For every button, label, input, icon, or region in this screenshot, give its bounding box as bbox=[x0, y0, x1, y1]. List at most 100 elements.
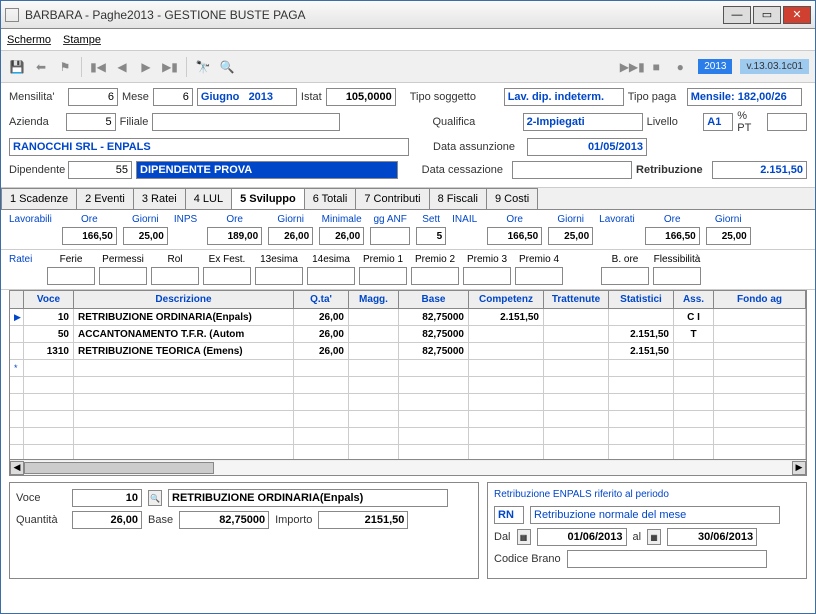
pt-field[interactable] bbox=[767, 113, 807, 131]
table-row[interactable]: 50 ACCANTONAMENTO T.F.R. (Autom 26,00 82… bbox=[10, 326, 806, 343]
search-icon[interactable]: 🔍 bbox=[217, 57, 237, 77]
ratei-4[interactable] bbox=[255, 267, 303, 285]
table-row[interactable] bbox=[10, 445, 806, 459]
table-row[interactable]: * bbox=[10, 360, 806, 377]
gganf[interactable] bbox=[370, 227, 410, 245]
livello-label: Livello bbox=[647, 116, 700, 128]
flag-icon[interactable]: ⚑ bbox=[55, 57, 75, 77]
tab-1[interactable]: 2 Eventi bbox=[76, 188, 134, 209]
quantita-label: Quantità bbox=[16, 514, 66, 526]
mensilita-field[interactable] bbox=[68, 88, 118, 106]
al-field[interactable] bbox=[667, 528, 757, 546]
stop-icon[interactable]: ■ bbox=[646, 57, 666, 77]
record-icon[interactable]: ● bbox=[670, 57, 690, 77]
retribuzione-field bbox=[712, 161, 807, 179]
inps-ore[interactable] bbox=[207, 227, 262, 245]
first-icon[interactable]: ▮◀ bbox=[88, 57, 108, 77]
importo-field[interactable] bbox=[318, 511, 408, 529]
voce-field[interactable] bbox=[72, 489, 142, 507]
mensilita-label: Mensilita' bbox=[9, 91, 64, 103]
menu-stampe[interactable]: Stampe bbox=[63, 34, 101, 46]
mese-text bbox=[197, 88, 297, 106]
window-title: BARBARA - Paghe2013 - GESTIONE BUSTE PAG… bbox=[25, 8, 723, 22]
scroll-right-icon[interactable]: ▶ bbox=[792, 461, 806, 475]
lavorati-title: Lavorati bbox=[599, 214, 635, 225]
tab-7[interactable]: 8 Fiscali bbox=[429, 188, 487, 209]
ratei-3[interactable] bbox=[203, 267, 251, 285]
lvt-ore[interactable] bbox=[645, 227, 700, 245]
dal-field[interactable] bbox=[537, 528, 627, 546]
filiale-label: Filiale bbox=[120, 116, 149, 128]
table-row[interactable] bbox=[10, 428, 806, 445]
enpals-panel: Retribuzione ENPALS riferito al periodo … bbox=[487, 482, 807, 579]
quantita-field[interactable] bbox=[72, 511, 142, 529]
binoculars-icon[interactable]: 🔭 bbox=[193, 57, 213, 77]
codice-brano-label: Codice Brano bbox=[494, 553, 561, 565]
filiale-field[interactable] bbox=[152, 113, 340, 131]
close-button[interactable]: ✕ bbox=[783, 6, 811, 24]
voce-lookup-button[interactable]: 🔍 bbox=[148, 490, 162, 506]
tab-2[interactable]: 3 Ratei bbox=[133, 188, 186, 209]
ratei-5[interactable] bbox=[307, 267, 355, 285]
table-row[interactable]: ▶ 10 RETRIBUZIONE ORDINARIA(Enpals) 26,0… bbox=[10, 309, 806, 326]
ratei-9[interactable] bbox=[515, 267, 563, 285]
save-icon[interactable]: 💾 bbox=[7, 57, 27, 77]
ratei-8[interactable] bbox=[463, 267, 511, 285]
dal-cal-icon[interactable]: ▦ bbox=[517, 529, 531, 545]
rn-code bbox=[494, 506, 524, 524]
table-row[interactable] bbox=[10, 394, 806, 411]
ratei-7[interactable] bbox=[411, 267, 459, 285]
base-field[interactable] bbox=[179, 511, 269, 529]
end-icon[interactable]: ▶▶▮ bbox=[622, 57, 642, 77]
azienda-field[interactable] bbox=[66, 113, 116, 131]
table-row[interactable] bbox=[10, 411, 806, 428]
table-row[interactable] bbox=[10, 377, 806, 394]
tab-6[interactable]: 7 Contributi bbox=[355, 188, 429, 209]
tab-3[interactable]: 4 LUL bbox=[185, 188, 232, 209]
ratei-11[interactable] bbox=[653, 267, 701, 285]
al-cal-icon[interactable]: ▦ bbox=[647, 529, 661, 545]
tab-0[interactable]: 1 Scadenze bbox=[1, 188, 77, 209]
ratei-0[interactable] bbox=[47, 267, 95, 285]
lvt-gg[interactable] bbox=[706, 227, 751, 245]
back-icon[interactable]: ⬅ bbox=[31, 57, 51, 77]
tab-8[interactable]: 9 Costi bbox=[486, 188, 538, 209]
next-icon[interactable]: ▶ bbox=[136, 57, 156, 77]
istat-field[interactable] bbox=[326, 88, 396, 106]
sett[interactable] bbox=[416, 227, 446, 245]
ratei-title: Ratei bbox=[9, 254, 39, 265]
enpals-title: Retribuzione ENPALS riferito al periodo bbox=[494, 489, 800, 500]
inail-ore[interactable] bbox=[487, 227, 542, 245]
minimale[interactable] bbox=[319, 227, 364, 245]
ratei-10[interactable] bbox=[601, 267, 649, 285]
tipo-soggetto-field bbox=[504, 88, 624, 106]
minimize-button[interactable]: — bbox=[723, 6, 751, 24]
ratei-6[interactable] bbox=[359, 267, 407, 285]
ratei-2[interactable] bbox=[151, 267, 199, 285]
inps-gg[interactable] bbox=[268, 227, 313, 245]
codice-brano-field[interactable] bbox=[567, 550, 767, 568]
tab-5[interactable]: 6 Totali bbox=[304, 188, 357, 209]
lav-ore[interactable] bbox=[62, 227, 117, 245]
data-ass-field bbox=[527, 138, 647, 156]
prev-icon[interactable]: ◀ bbox=[112, 57, 132, 77]
grid-header: Voce Descrizione Q.ta' Magg. Base Compet… bbox=[10, 291, 806, 309]
mese-field[interactable] bbox=[153, 88, 193, 106]
ratei-1[interactable] bbox=[99, 267, 147, 285]
maximize-button[interactable]: ▭ bbox=[753, 6, 781, 24]
dipendente-field[interactable] bbox=[68, 161, 132, 179]
retribuzione-label: Retribuzione bbox=[636, 164, 708, 176]
inail-gg[interactable] bbox=[548, 227, 593, 245]
scroll-thumb[interactable] bbox=[24, 462, 214, 474]
lav-gg[interactable] bbox=[123, 227, 168, 245]
horizontal-scrollbar[interactable]: ◀ ▶ bbox=[10, 459, 806, 475]
grid-body[interactable]: ▶ 10 RETRIBUZIONE ORDINARIA(Enpals) 26,0… bbox=[10, 309, 806, 459]
app-window: BARBARA - Paghe2013 - GESTIONE BUSTE PAG… bbox=[0, 0, 816, 614]
tab-4[interactable]: 5 Sviluppo bbox=[231, 188, 305, 209]
ratei-section: Ratei FeriePermessiRolEx Fest.13esima14e… bbox=[1, 250, 815, 290]
menu-schermo[interactable]: Schermo bbox=[7, 34, 51, 46]
scroll-left-icon[interactable]: ◀ bbox=[10, 461, 24, 475]
table-row[interactable]: 1310 RETRIBUZIONE TEORICA (Emens) 26,00 … bbox=[10, 343, 806, 360]
livello-field bbox=[703, 113, 733, 131]
last-icon[interactable]: ▶▮ bbox=[160, 57, 180, 77]
